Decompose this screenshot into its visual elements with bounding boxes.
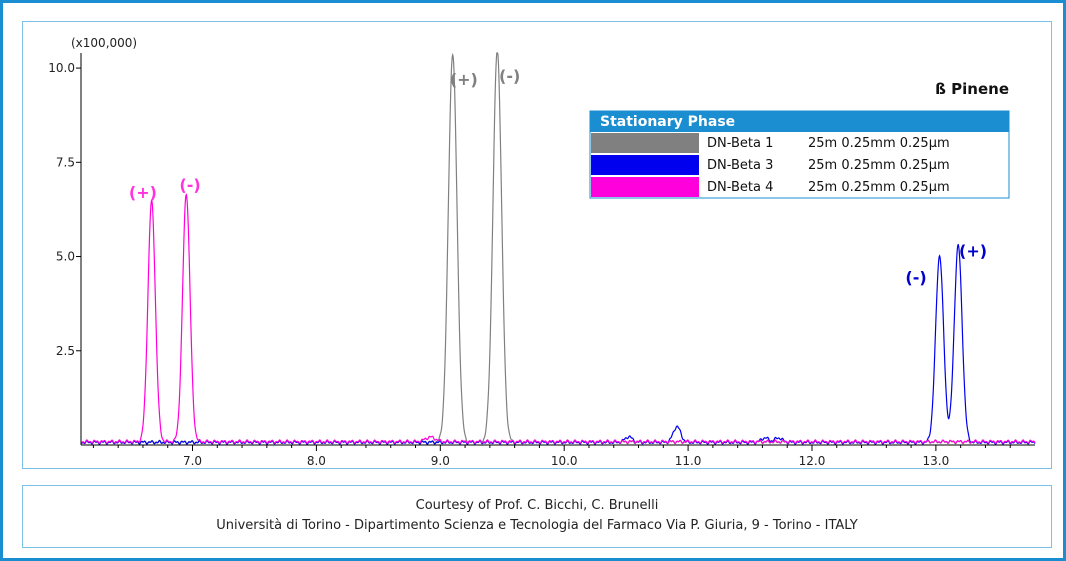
peak-label: (-) (179, 176, 200, 195)
peak-label: (+) (959, 242, 987, 261)
chromatogram-chart: (x100,000) 2.5 5.0 7.5 10.0 7.0 8.0 9.0 10.0 11.0… (48, 36, 1036, 468)
legend-series-detail: 25m 0.25mm 0.25µm (808, 158, 950, 173)
legend-series-name: DN-Beta 3 (707, 158, 773, 173)
y-tick-label: 2.5 (56, 344, 75, 358)
x-tick-label: 8.0 (307, 454, 326, 468)
legend-series-detail: 25m 0.25mm 0.25µm (808, 136, 950, 151)
peak-label: (-) (905, 268, 926, 287)
peak-label: (-) (499, 66, 520, 85)
legend-series-name: DN-Beta 1 (707, 136, 773, 151)
legend-swatch-1 (591, 133, 699, 153)
y-scale-note: (x100,000) (71, 36, 137, 50)
x-tick-label: 9.0 (431, 454, 450, 468)
legend-header (590, 111, 1009, 132)
y-tick-label: 10.0 (48, 61, 75, 75)
legend-swatch-3 (591, 177, 699, 197)
y-tick-label: 7.5 (56, 155, 75, 169)
x-tick-label: 10.0 (551, 454, 578, 468)
x-tick-label: 7.0 (183, 454, 202, 468)
x-tick-label: 13.0 (923, 454, 950, 468)
x-tick-label: 12.0 (799, 454, 826, 468)
chromatogram-panel: (x100,000) 2.5 5.0 7.5 10.0 7.0 8.0 9.0 10.0 11.0… (22, 21, 1052, 469)
legend-title: Stationary Phase (600, 114, 735, 130)
chart-title: ß Pinene (935, 80, 1009, 98)
series-line-3 (80, 193, 1036, 444)
y-tick-label: 5.0 (56, 250, 75, 264)
peak-label: (+) (450, 70, 478, 89)
legend-swatch-2 (591, 155, 699, 175)
legend-series-detail: 25m 0.25mm 0.25µm (808, 180, 950, 195)
credits-panel: Courtesy of Prof. C. Bicchi, C. Brunelli… (22, 485, 1052, 548)
credit-line-2: Università di Torino - Dipartimento Scie… (216, 518, 858, 533)
credit-line-1: Courtesy of Prof. C. Bicchi, C. Brunelli (415, 498, 659, 513)
legend-series-name: DN-Beta 4 (707, 180, 773, 195)
series-line-2 (80, 243, 1036, 445)
peak-label: (+) (129, 183, 157, 202)
x-tick-label: 11.0 (675, 454, 702, 468)
